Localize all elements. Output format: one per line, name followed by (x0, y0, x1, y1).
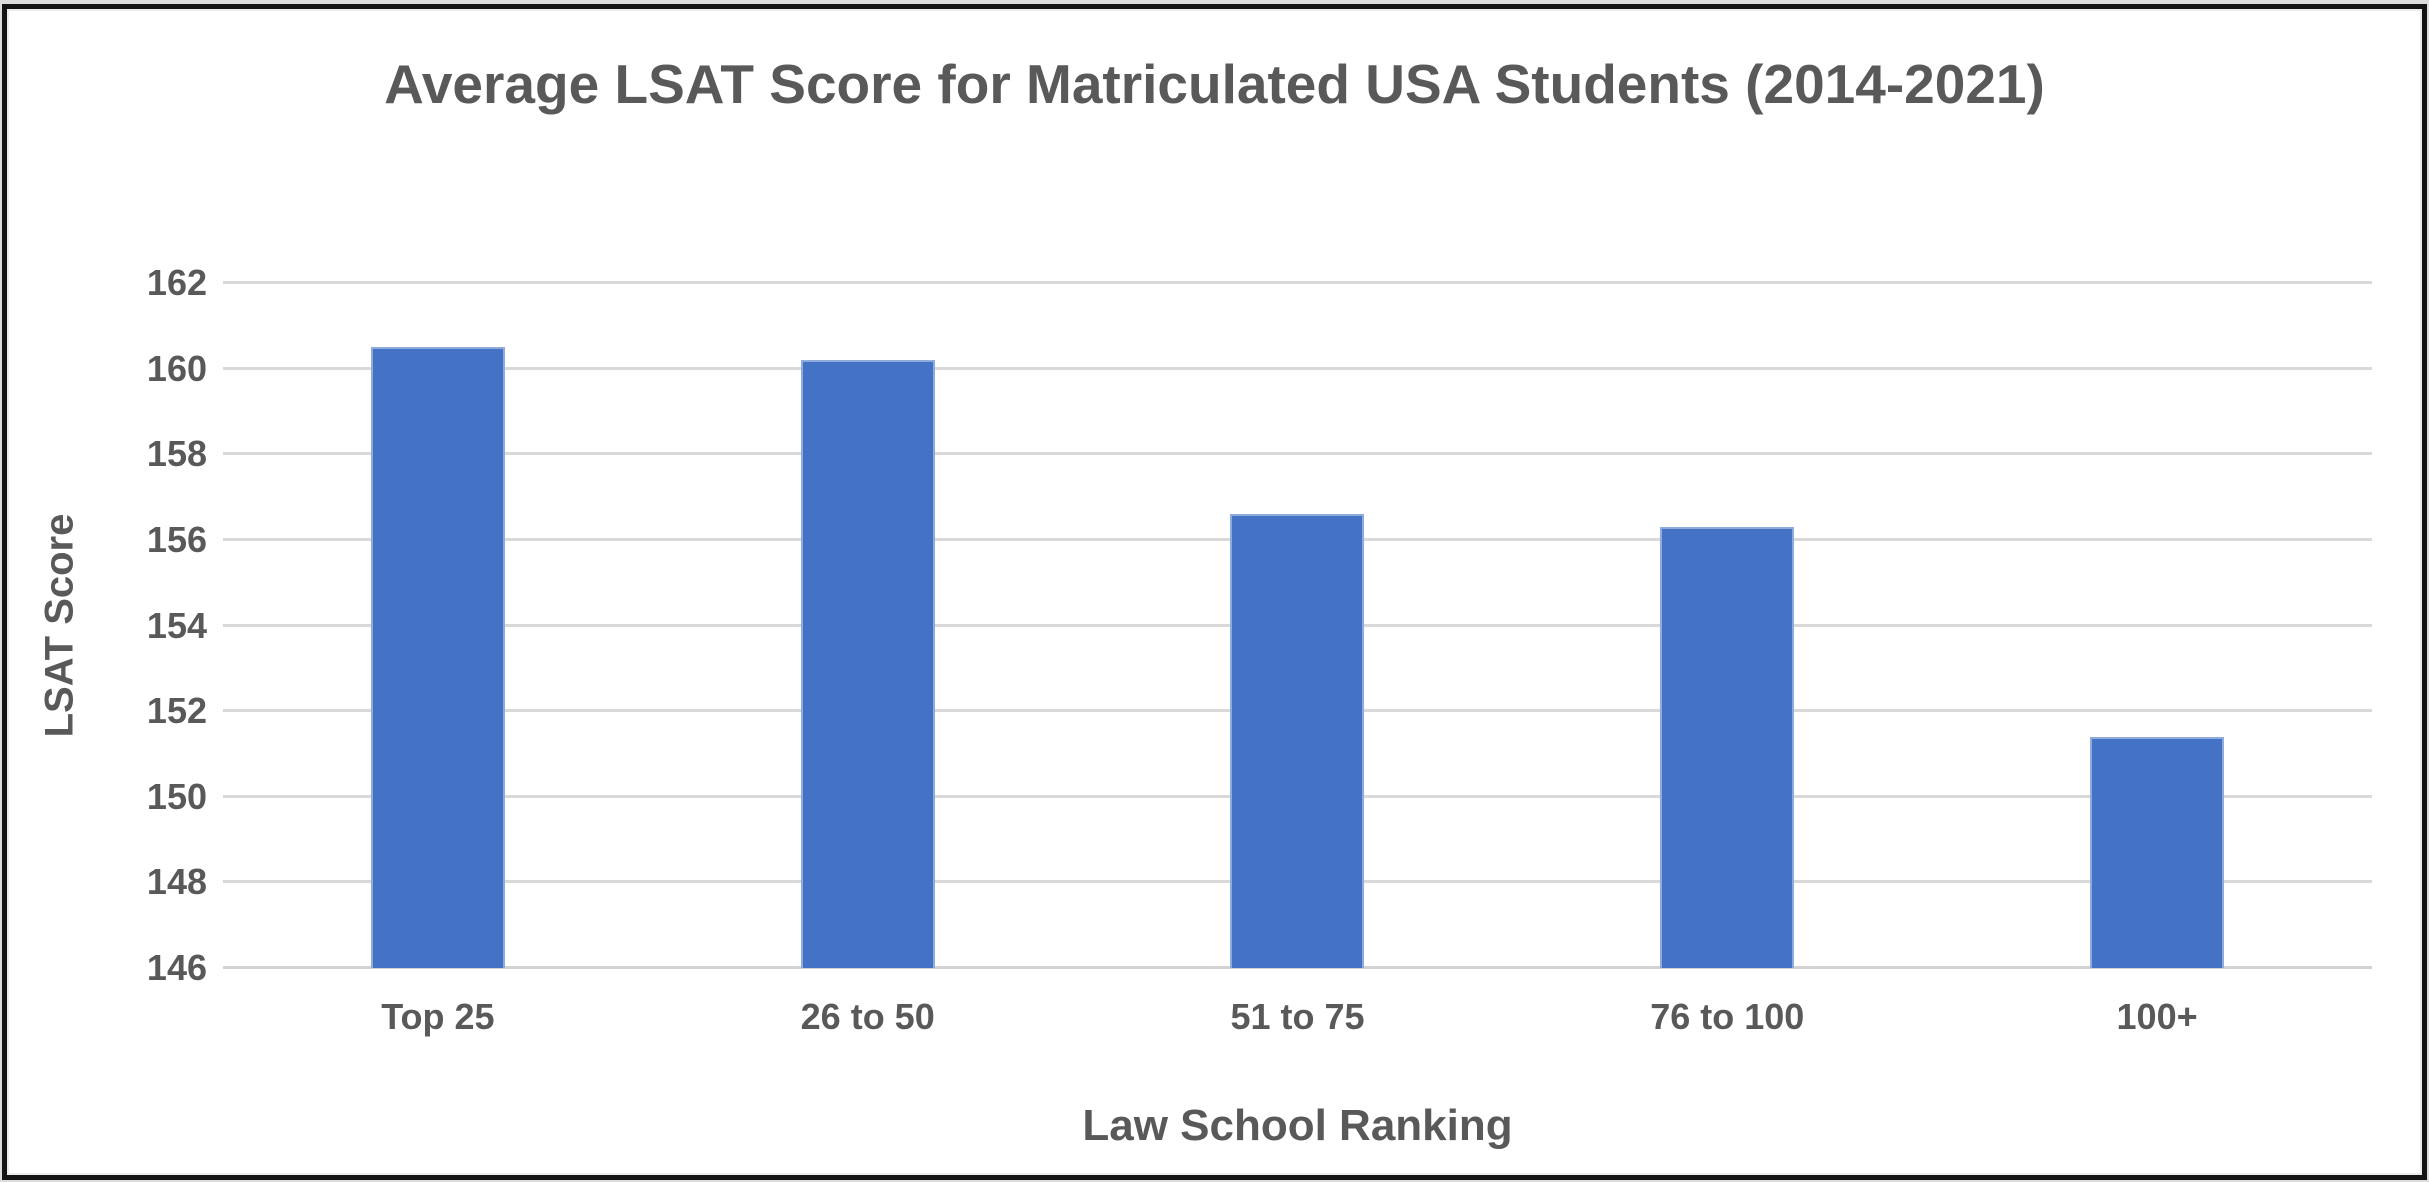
bar-series (223, 283, 2372, 968)
bar-slot (653, 283, 1083, 968)
bar-slot (223, 283, 653, 968)
y-tick-label: 152 (146, 690, 207, 732)
y-axis-tick-labels: 162 160 158 156 154 152 150 148 146 (97, 262, 207, 988)
x-axis-category-labels: Top 25 26 to 50 51 to 75 76 to 100 100+ (223, 996, 2372, 1038)
chart-title: Average LSAT Score for Matriculated USA … (7, 45, 2422, 125)
plot-area (223, 281, 2372, 969)
bar-51-to-75 (1230, 514, 1365, 968)
y-tick-label: 160 (146, 347, 207, 389)
y-tick-label: 148 (146, 861, 207, 903)
y-tick-label: 156 (146, 518, 207, 560)
chart-title-text: Average LSAT Score for Matriculated USA … (384, 53, 2045, 115)
category-label: 100+ (2116, 996, 2198, 1037)
bar-100- (2090, 736, 2225, 968)
category-label: 76 to 100 (1650, 996, 1805, 1037)
bar-top-25 (370, 347, 505, 968)
gridline (223, 366, 2372, 370)
y-tick-label: 150 (146, 775, 207, 817)
bar-76-to-100 (1660, 527, 1795, 968)
y-tick-label: 146 (146, 947, 207, 988)
bar-slot (1942, 283, 2372, 968)
y-tick-label: 162 (146, 262, 207, 303)
gridline (223, 281, 2372, 284)
y-tick-label: 154 (146, 604, 207, 646)
bar-slot (1083, 283, 1513, 968)
category-label: Top 25 (381, 996, 495, 1037)
bar-26-to-50 (800, 360, 935, 968)
bar-slot (1512, 283, 1942, 968)
category-label: 26 to 50 (800, 996, 935, 1037)
chart-frame: Average LSAT Score for Matriculated USA … (2, 4, 2427, 1180)
category-label: 51 to 75 (1230, 996, 1365, 1037)
y-tick-label: 158 (146, 433, 207, 475)
y-axis-title: LSAT Score (25, 283, 95, 968)
gridline (223, 452, 2372, 456)
x-axis-title: Law School Ranking (1082, 1101, 1513, 1150)
y-axis-title-text: LSAT Score (37, 513, 82, 738)
